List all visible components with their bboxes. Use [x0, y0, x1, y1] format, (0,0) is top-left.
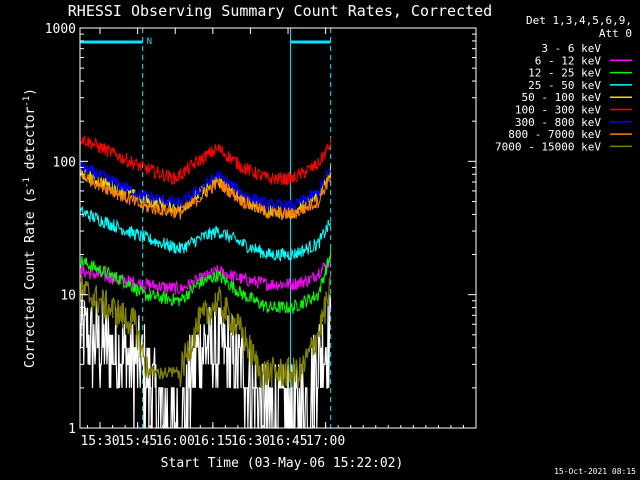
x-tick-label-6: 17:00 — [306, 434, 345, 449]
x-tick-label-1: 15:45 — [118, 434, 157, 449]
series-line-25-50kev — [79, 206, 332, 262]
y-tick-label-0: 1 — [68, 422, 76, 437]
legend-entry-800-7000kev: 800 - 7000 keV — [508, 128, 601, 141]
legend-entry-50-100kev: 50 - 100 keV — [522, 91, 602, 104]
legend-entry-300-800kev: 300 - 800 keV — [515, 116, 601, 129]
legend-entry-100-300kev: 100 - 300 keV — [515, 104, 601, 117]
legend-entry-25-50kev: 25 - 50 keV — [528, 79, 601, 92]
x-tick-label-5: 16:45 — [268, 434, 307, 449]
legend-entry-12-25kev: 12 - 25 keV — [528, 67, 601, 80]
plot-frame — [79, 27, 477, 429]
x-tick-label-3: 16:15 — [193, 434, 232, 449]
x-tick-label-4: 16:30 — [231, 434, 270, 449]
y-tick-label-1: 10 — [60, 289, 76, 304]
chart-title: RHESSI Observing Summary Count Rates, Co… — [68, 2, 492, 20]
legend-header-detectors: Det 1,3,4,5,6,9, — [526, 14, 632, 27]
night-marker-label: N — [147, 37, 152, 47]
x-tick-label-2: 16:00 — [156, 434, 195, 449]
series-line-7000-15000kev — [79, 274, 332, 389]
series-line-12-25kev — [79, 248, 332, 314]
series-line-100-300kev — [79, 135, 332, 186]
y-axis-label: Corrected Count Rate (s-1 detector-1) — [22, 88, 38, 368]
y-tick-label-2: 100 — [53, 155, 76, 170]
y-tick-label-3: 1000 — [45, 22, 76, 37]
legend-entry-3-6kev: 3 - 6 keV — [541, 42, 601, 55]
x-tick-label-0: 15:30 — [80, 434, 119, 449]
series-line-800-7000kev — [79, 169, 332, 221]
x-axis-label: Start Time (03-May-06 15:22:02) — [161, 456, 404, 471]
series-line-300-800kev — [79, 160, 331, 215]
legend-entry-7000-15000kev: 7000 - 15000 keV — [495, 140, 601, 153]
legend-header-attenuator: Att 0 — [599, 27, 632, 40]
footer-timestamp: 15-Oct-2021 08:15 — [554, 467, 636, 476]
legend-entry-6-12kev: 6 - 12 keV — [535, 54, 602, 67]
